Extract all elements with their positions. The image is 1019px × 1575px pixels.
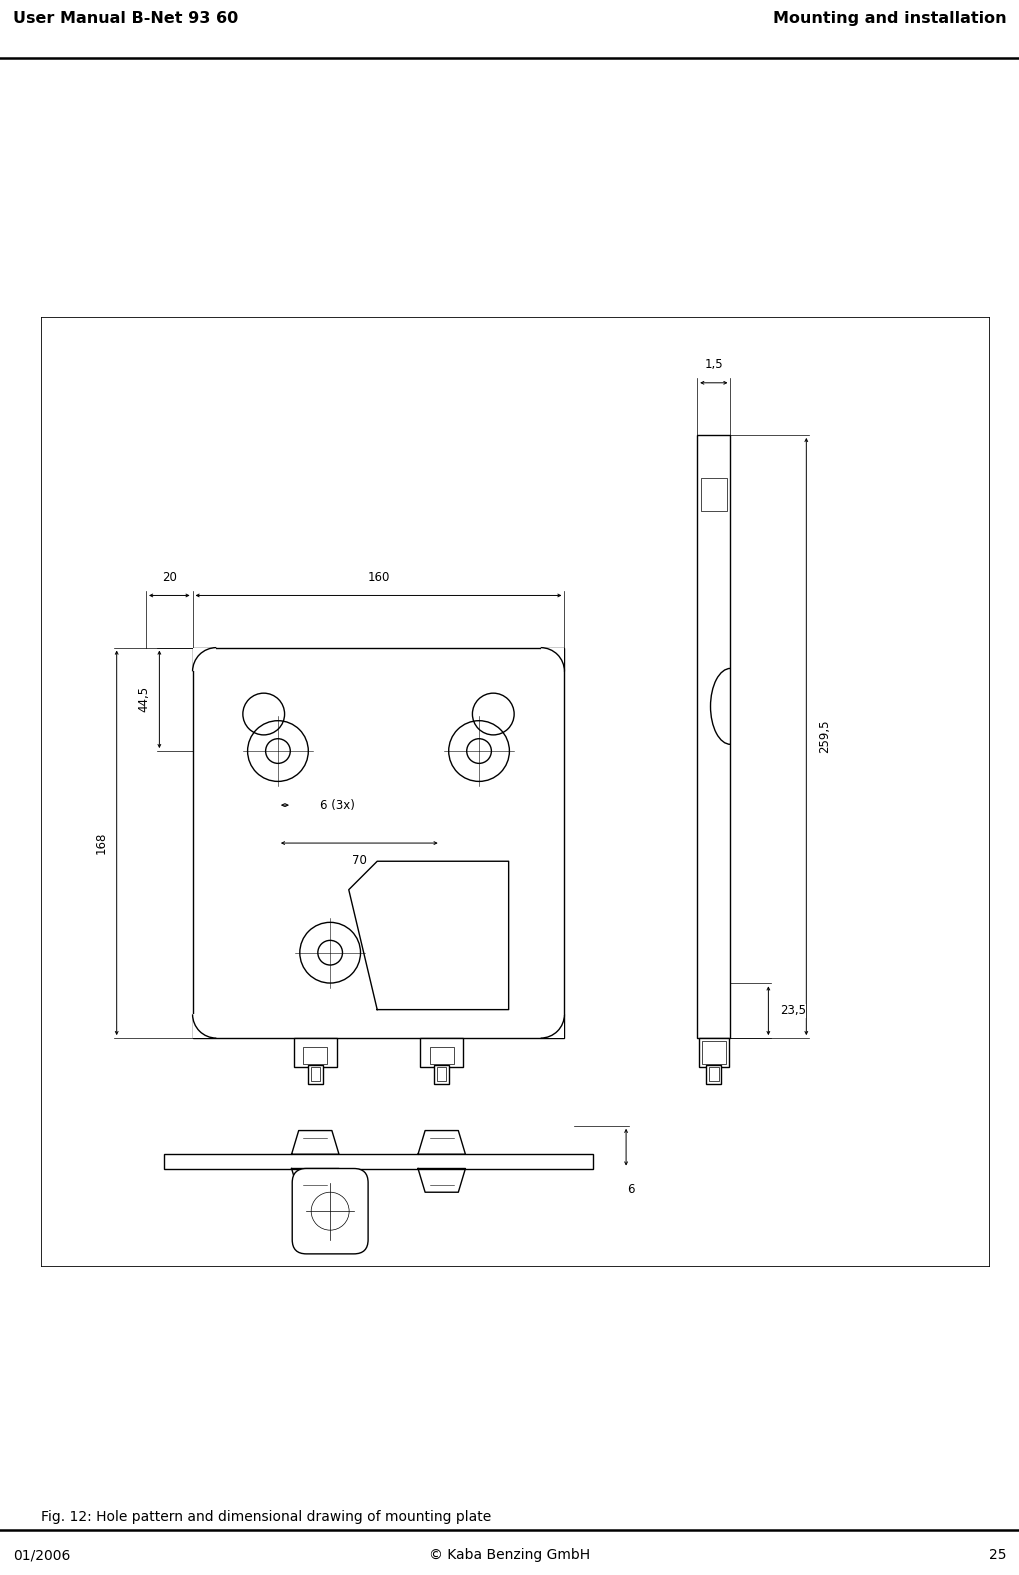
Text: 20: 20 <box>162 572 176 584</box>
Text: Fig. 12: Hole pattern and dimensional drawing of mounting plate: Fig. 12: Hole pattern and dimensional dr… <box>41 1510 490 1523</box>
Text: 44,5: 44,5 <box>137 687 150 712</box>
Bar <box>310 1066 320 1080</box>
Bar <box>434 1065 448 1084</box>
FancyBboxPatch shape <box>291 1169 368 1254</box>
Text: Mounting and installation: Mounting and installation <box>772 11 1006 25</box>
Bar <box>701 1041 725 1063</box>
Text: 1,5: 1,5 <box>704 359 722 372</box>
Bar <box>436 1066 446 1080</box>
Bar <box>708 1066 717 1080</box>
Bar <box>700 477 726 510</box>
Text: 23,5: 23,5 <box>779 1005 805 1017</box>
Text: User Manual B-Net 93 60: User Manual B-Net 93 60 <box>13 11 238 25</box>
Text: 6 (3x): 6 (3x) <box>320 799 355 811</box>
Bar <box>705 1065 720 1084</box>
Text: 259,5: 259,5 <box>817 720 829 753</box>
Text: 70: 70 <box>352 855 367 868</box>
Bar <box>540 647 564 671</box>
Text: 168: 168 <box>94 832 107 854</box>
Bar <box>193 647 216 671</box>
Bar <box>697 435 730 1038</box>
Bar <box>303 1047 327 1063</box>
Text: © Kaba Benzing GmbH: © Kaba Benzing GmbH <box>429 1548 590 1562</box>
Bar <box>293 1038 336 1066</box>
Bar <box>698 1038 728 1066</box>
Bar <box>540 1014 564 1038</box>
Text: 25: 25 <box>988 1548 1006 1562</box>
Bar <box>193 1014 216 1038</box>
Text: 160: 160 <box>367 572 389 584</box>
Text: 01/2006: 01/2006 <box>13 1548 70 1562</box>
Bar <box>308 1065 323 1084</box>
Text: 6: 6 <box>627 1183 634 1195</box>
Bar <box>164 1154 592 1169</box>
Bar <box>429 1047 453 1063</box>
Bar <box>420 1038 463 1066</box>
Bar <box>193 647 564 1038</box>
